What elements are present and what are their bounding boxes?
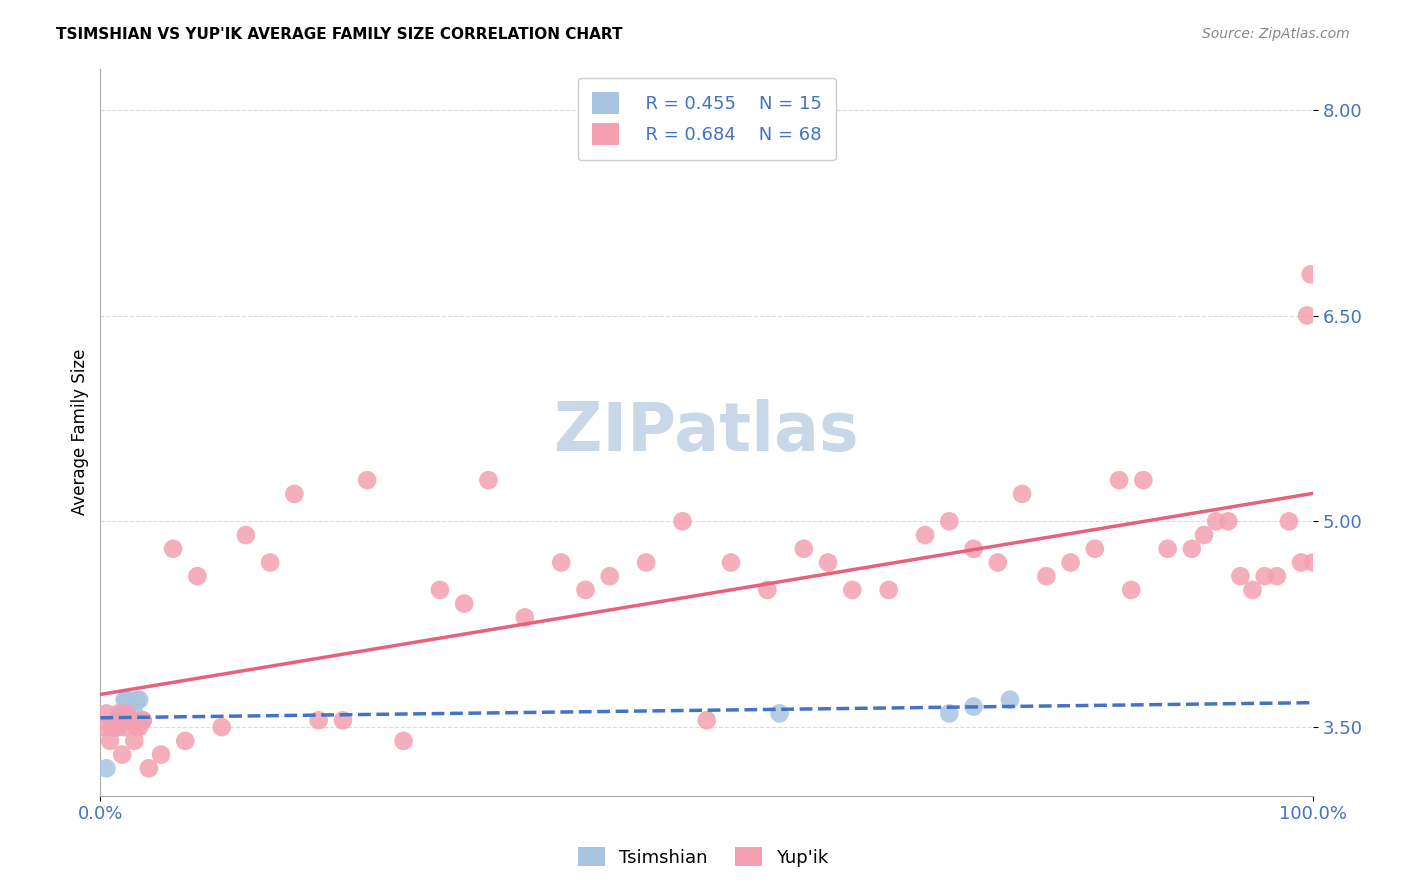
Point [696,713,718,727]
Point [1205,514,1227,528]
Point [1121,582,1143,597]
Point [1156,541,1178,556]
Point [283,487,305,501]
Point [1108,473,1130,487]
Point [235,528,257,542]
Point [720,556,742,570]
Point [96,706,118,721]
Point [1218,514,1240,528]
Point [1192,528,1215,542]
Point [356,473,378,487]
Point [1084,541,1107,556]
Point [392,734,415,748]
Point [128,720,150,734]
Text: Source: ZipAtlas.com: Source: ZipAtlas.com [1202,27,1350,41]
Point [125,692,148,706]
Point [1253,569,1275,583]
Point [1035,569,1057,583]
Point [162,541,184,556]
Point [1011,487,1033,501]
Point [877,582,900,597]
Point [98,734,121,748]
Point [115,692,138,706]
Point [211,720,233,734]
Point [120,713,142,727]
Legend: Tsimshian, Yup'ik: Tsimshian, Yup'ik [571,840,835,874]
Point [938,514,960,528]
Point [636,556,658,570]
Text: ZIPatlas: ZIPatlas [554,399,859,465]
Point [1265,569,1288,583]
Point [107,720,129,734]
Point [817,556,839,570]
Point [1181,541,1204,556]
Point [132,713,155,727]
Point [332,713,354,727]
Text: TSIMSHIAN VS YUP'IK AVERAGE FAMILY SIZE CORRELATION CHART: TSIMSHIAN VS YUP'IK AVERAGE FAMILY SIZE … [56,27,623,42]
Point [132,713,155,727]
Point [1278,514,1301,528]
Point [128,692,150,706]
Point [138,761,160,775]
Point [124,734,146,748]
Point [756,582,779,597]
Point [259,556,281,570]
Point [998,692,1021,706]
Point [1289,556,1312,570]
Point [671,514,693,528]
Point [104,720,127,734]
Point [938,706,960,721]
Point [1059,556,1081,570]
Point [1296,309,1319,323]
Point [186,569,208,583]
Point [125,720,148,734]
Point [115,706,138,721]
Point [114,720,136,734]
Point [111,747,134,762]
Point [1302,556,1324,570]
Point [429,582,451,597]
Point [111,706,134,721]
Point [96,761,118,775]
Point [453,597,475,611]
Point [599,569,621,583]
Point [1132,473,1154,487]
Point [477,473,499,487]
Point [174,734,197,748]
Point [574,582,596,597]
Point [114,692,136,706]
Point [93,720,115,734]
Point [550,556,572,570]
Point [962,699,984,714]
Point [987,556,1010,570]
Point [150,747,173,762]
Point [101,720,124,734]
Point [1229,569,1251,583]
Point [513,610,536,624]
Point [962,541,984,556]
Point [1241,582,1264,597]
Point [841,582,863,597]
Point [107,706,129,721]
Point [101,720,124,734]
Point [124,706,146,721]
Point [308,713,330,727]
Point [793,541,815,556]
Y-axis label: Average Family Size: Average Family Size [72,349,89,516]
Point [120,713,142,727]
Point [1299,268,1322,282]
Point [768,706,790,721]
Legend:   R = 0.455    N = 15,   R = 0.684    N = 68: R = 0.455 N = 15, R = 0.684 N = 68 [578,78,837,160]
Point [914,528,936,542]
